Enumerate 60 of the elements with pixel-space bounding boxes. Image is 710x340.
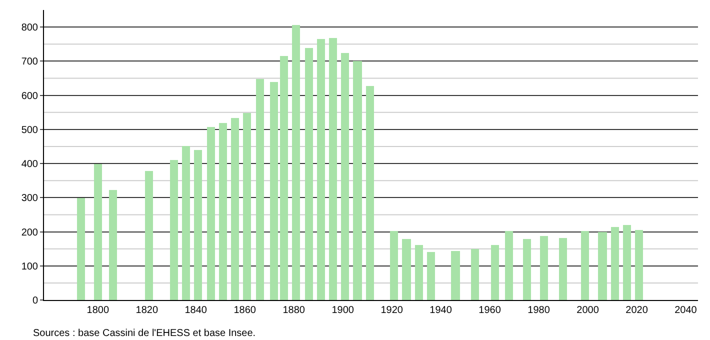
x-tick-label: 1960 xyxy=(478,305,502,316)
y-tick-label: 700 xyxy=(21,56,38,68)
bar xyxy=(243,113,251,300)
bar xyxy=(427,252,435,300)
bar xyxy=(402,239,411,300)
bar xyxy=(451,251,460,300)
bar xyxy=(305,48,313,300)
bar xyxy=(270,82,278,300)
x-tick-label: 1920 xyxy=(380,305,404,316)
bar xyxy=(292,25,300,300)
bar xyxy=(170,160,178,300)
bar xyxy=(256,79,264,300)
bar xyxy=(598,232,607,300)
x-tick-label: 1800 xyxy=(86,305,110,316)
source-note: Sources : base Cassini de l'EHESS et base Insee. xyxy=(33,328,256,339)
y-tick-label: 200 xyxy=(21,227,38,238)
bar xyxy=(182,146,190,300)
bar xyxy=(145,171,153,300)
x-tick-label: 1860 xyxy=(234,305,256,316)
bar xyxy=(219,123,227,300)
bar xyxy=(317,39,325,300)
y-tick-label: 800 xyxy=(21,22,38,34)
bar xyxy=(491,245,499,300)
bar xyxy=(623,225,631,300)
bar xyxy=(390,231,398,300)
y-tick-label: 600 xyxy=(21,90,38,102)
x-tick-label: 1900 xyxy=(332,305,354,316)
bar xyxy=(94,164,102,300)
y-tick-label: 500 xyxy=(21,124,38,136)
bar xyxy=(207,127,215,300)
bar xyxy=(341,53,349,300)
x-tick-label: 1940 xyxy=(430,305,452,316)
x-tick-label: 1880 xyxy=(282,305,306,316)
bar xyxy=(581,231,589,300)
bar xyxy=(194,150,202,300)
bar xyxy=(415,245,423,300)
bar xyxy=(611,227,619,300)
x-tick-label: 1840 xyxy=(184,305,208,316)
bar xyxy=(635,230,643,300)
y-tick-label: 400 xyxy=(21,159,38,170)
bar xyxy=(353,61,362,300)
bar xyxy=(329,38,337,300)
x-tick-label: 1980 xyxy=(528,305,550,316)
x-tick-label: 1820 xyxy=(136,305,158,316)
y-tick-label: 100 xyxy=(21,261,38,272)
bar xyxy=(366,86,374,300)
bar xyxy=(231,118,239,300)
bar xyxy=(109,190,117,300)
x-tick-label: 2020 xyxy=(626,305,648,316)
x-tick-label: 2000 xyxy=(576,305,600,316)
bar xyxy=(280,56,288,300)
bar xyxy=(523,239,531,300)
x-tick-label: 2040 xyxy=(674,305,698,316)
bar xyxy=(559,238,567,300)
bar xyxy=(505,231,513,300)
y-tick-label: 0 xyxy=(32,296,38,306)
bar xyxy=(540,236,548,300)
y-tick-label: 300 xyxy=(21,193,38,204)
bar xyxy=(471,249,479,300)
bar xyxy=(77,198,85,300)
